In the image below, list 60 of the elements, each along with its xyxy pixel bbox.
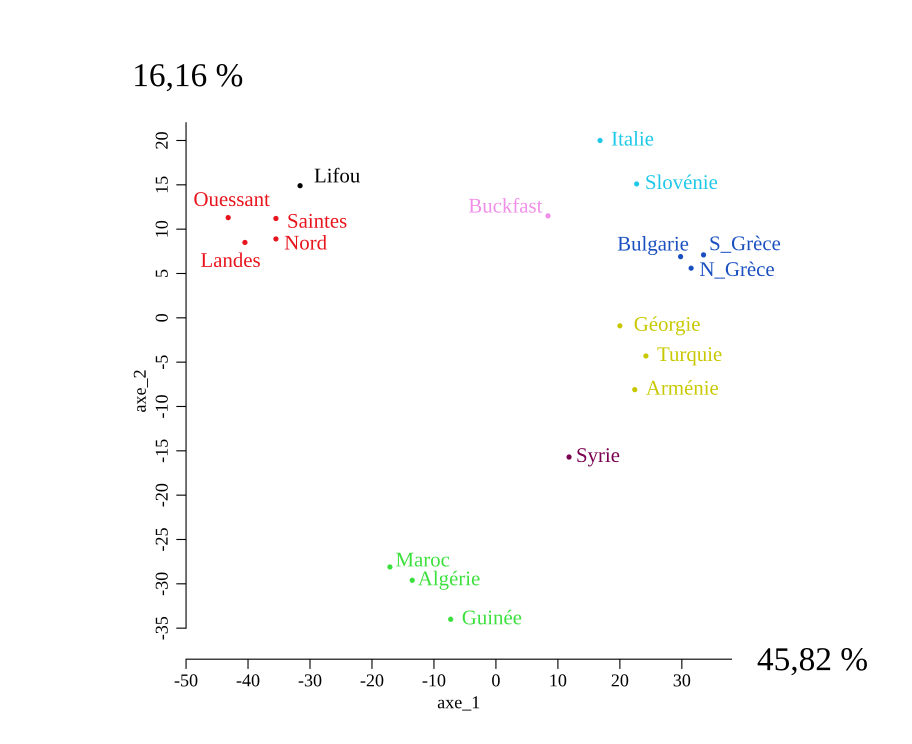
y-tick-label: -35 [156,616,168,640]
series-label: Italie [612,131,654,146]
y-tick-label: -15 [156,439,168,462]
y-tick-label: -25 [156,528,168,551]
x-tick-label: 0 [492,674,500,686]
point [700,252,706,258]
point [632,387,638,392]
point [688,266,694,271]
y-tick-label: -30 [156,572,168,596]
y-tick-label: -10 [156,395,168,418]
point [297,183,303,188]
series-label: Maroc [396,552,450,567]
y-tick-label: -5 [156,355,168,370]
y-axis-title: axe_2 [134,370,148,412]
x-tick-label: -50 [174,674,198,686]
point [597,138,603,144]
point [273,236,279,242]
series-label: S_Grèce [710,236,780,253]
series-label: Guinée [462,610,522,624]
x-tick-label: 30 [674,674,690,686]
text: 45,82 % [758,648,867,676]
text: 16,16 % [135,64,242,92]
x-axis-title: axe_1 [438,696,480,711]
y-tick-label: 0 [156,314,168,322]
x-tick-label: -10 [422,674,446,686]
series-label: Syrie [577,448,620,466]
x-tick-label: -20 [360,674,384,686]
point [566,454,572,460]
series-label: Saintes [288,214,346,228]
x-tick-label: -40 [236,674,260,686]
point [617,323,622,328]
y-tick-label: 15 [156,176,168,192]
x-tick-label: -30 [298,674,322,686]
point [242,240,248,246]
y-tick-label: -20 [156,484,168,507]
point [273,216,279,222]
series-label: Landes [201,252,260,268]
point [448,616,454,622]
series-label: Bulgarie [618,236,688,256]
series-label: Arménie [646,380,718,395]
series-label: Lifou [314,168,360,183]
point [545,213,551,218]
point [643,353,648,359]
series-label: Turquie [657,347,722,366]
point [634,181,640,187]
series-label: Nord [284,235,327,250]
series-label: Ouessant [194,192,270,206]
point [226,215,231,220]
series-label: Géorgie [634,316,700,336]
series-label: N_Grèce [700,261,774,279]
point [387,564,393,570]
x-tick-label: 20 [612,674,628,686]
x-tick-label: 10 [550,674,566,686]
series-label: Algérie [418,570,480,590]
series-label: Slovénie [646,174,718,190]
y-tick-label: 5 [156,270,168,277]
series-label: Buckfast [468,198,542,213]
y-tick-label: 10 [156,220,168,237]
y-tick-label: 20 [156,132,168,149]
point [410,578,415,583]
